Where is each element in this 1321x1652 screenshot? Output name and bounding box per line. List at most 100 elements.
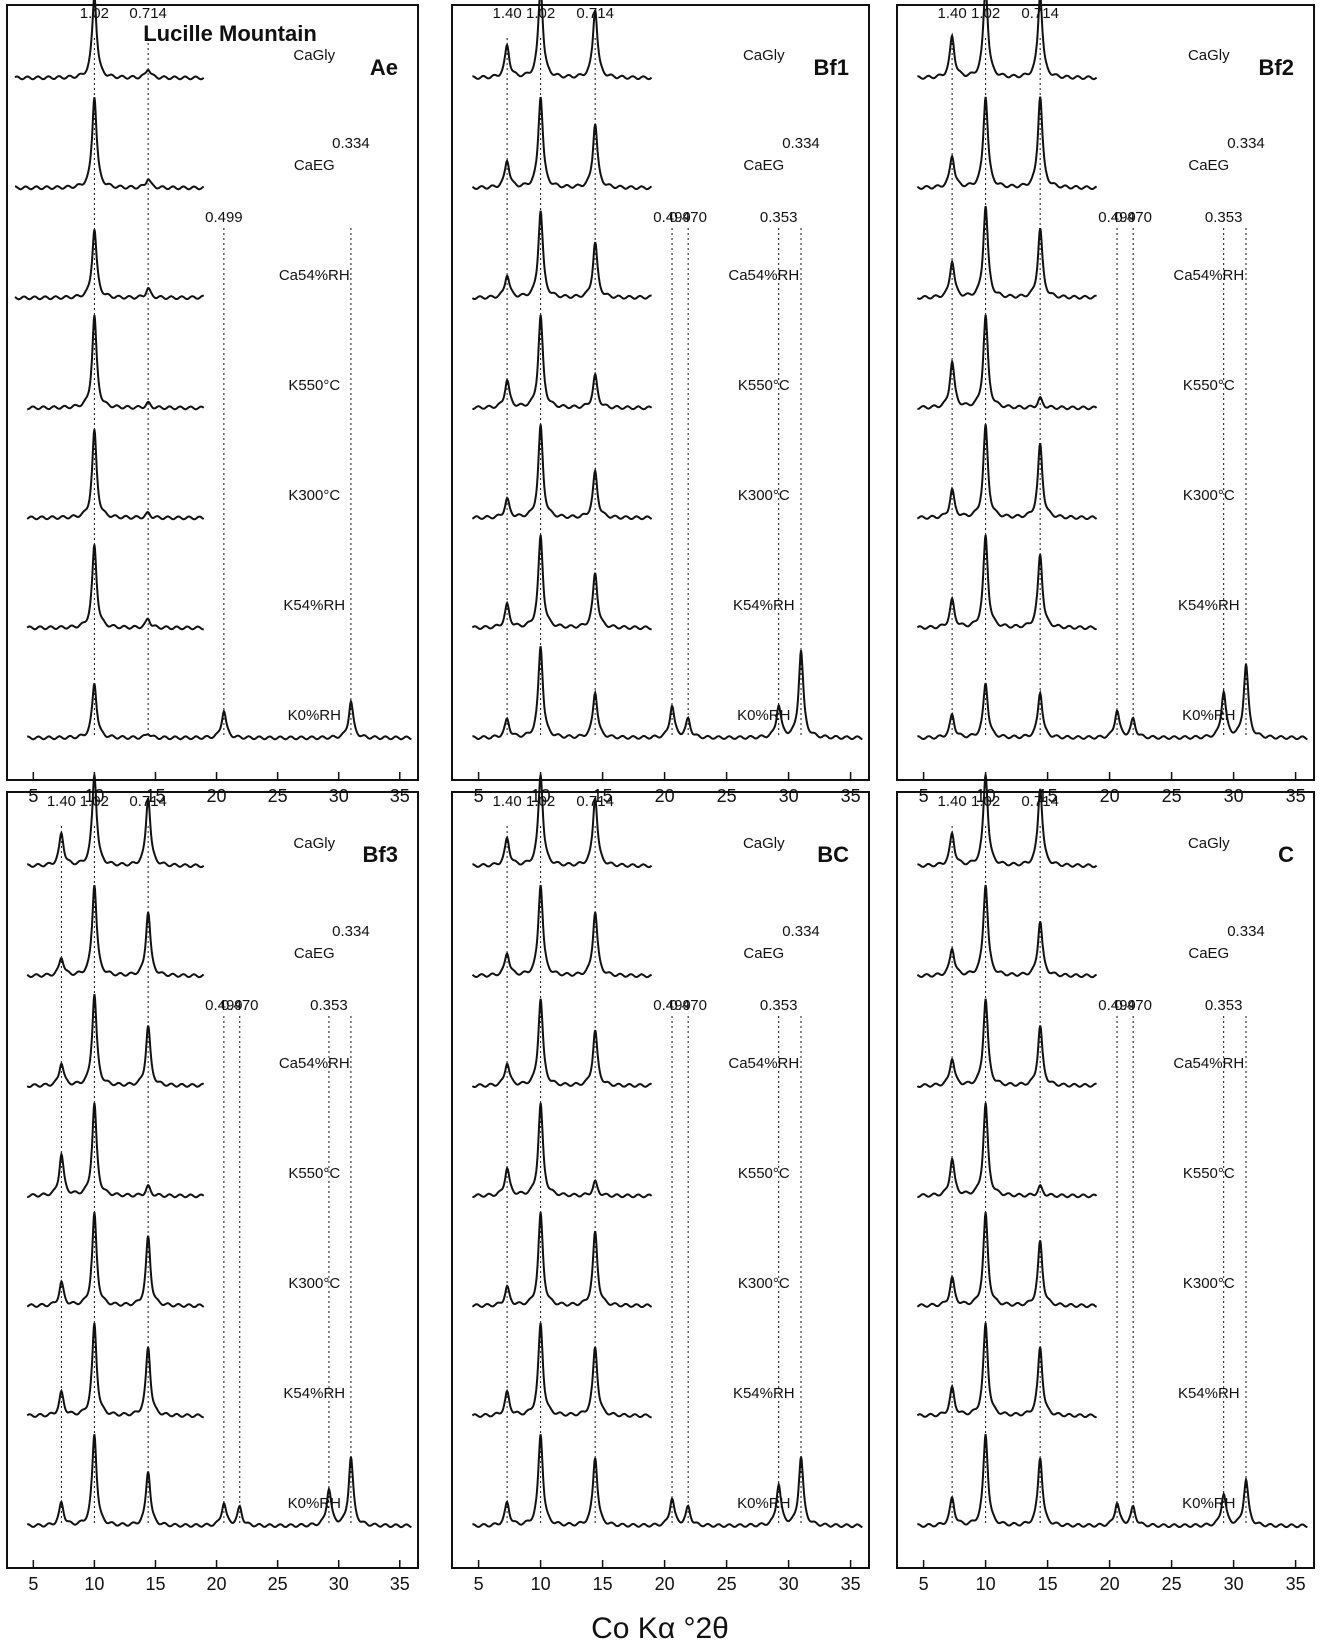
series-line bbox=[26, 884, 205, 979]
series-line bbox=[471, 884, 653, 979]
peak-label: 0.334 bbox=[782, 923, 820, 940]
x-tick-label: 5 bbox=[919, 1574, 929, 1594]
peak-label: 0.334 bbox=[1227, 135, 1265, 152]
panel-frame bbox=[451, 791, 870, 1569]
treatment-label: K0%RH bbox=[1182, 1495, 1235, 1512]
treatment-label: K0%RH bbox=[288, 1495, 341, 1512]
peak-label: 1.40 bbox=[47, 793, 76, 810]
peak-label: 0.470 bbox=[1114, 997, 1152, 1014]
series-line bbox=[472, 0, 653, 81]
series-line bbox=[917, 1434, 1308, 1529]
series-line bbox=[472, 314, 653, 411]
treatment-label: K550°C bbox=[1183, 1165, 1235, 1182]
series-line bbox=[917, 0, 1098, 81]
treatment-label: K300°C bbox=[1183, 1275, 1235, 1292]
x-tick-label: 25 bbox=[717, 1574, 737, 1594]
series-line bbox=[916, 1212, 1098, 1309]
series-line bbox=[27, 1102, 205, 1199]
series-line bbox=[26, 429, 205, 521]
peak-label: 0.499 bbox=[653, 209, 691, 226]
x-tick-label: 35 bbox=[390, 1574, 410, 1594]
series-line bbox=[916, 424, 1098, 520]
x-tick-label: 30 bbox=[329, 1574, 349, 1594]
treatment-label: CaGly bbox=[1188, 835, 1230, 852]
peak-label: 0.714 bbox=[129, 5, 167, 22]
series-line bbox=[916, 205, 1097, 300]
peak-label: 0.499 bbox=[205, 997, 243, 1014]
treatment-label: K54%RH bbox=[1178, 1385, 1240, 1402]
series-line bbox=[26, 994, 205, 1088]
treatment-label: K0%RH bbox=[288, 707, 341, 724]
peak-label: 1.02 bbox=[526, 5, 555, 22]
series-line bbox=[917, 1102, 1098, 1199]
peak-label: 0.353 bbox=[1205, 209, 1243, 226]
treatment-label: K300°C bbox=[288, 1275, 340, 1292]
treatment-label: Ca54%RH bbox=[279, 267, 350, 284]
panel-bf3: Bf3 5 10 15 20 25 30 35 CaGly CaEG Ca54%RH K550°C K3… bbox=[6, 774, 419, 1594]
series-line bbox=[472, 774, 653, 869]
panel-name: Bf1 bbox=[814, 55, 849, 80]
peak-label: 1.02 bbox=[80, 793, 109, 810]
series-line bbox=[15, 97, 205, 191]
x-tick-label: 25 bbox=[1162, 1574, 1182, 1594]
series-line bbox=[472, 1102, 653, 1199]
x-tick-label: 20 bbox=[1100, 1574, 1120, 1594]
x-tick-label: 35 bbox=[1286, 786, 1306, 806]
treatment-label: K0%RH bbox=[1182, 707, 1235, 724]
x-tick-label: 30 bbox=[1224, 786, 1244, 806]
series-line bbox=[917, 314, 1098, 411]
panel-bc: BC 5 10 15 20 25 30 35 CaGly CaEG Ca54%RH K550°C K30… bbox=[451, 774, 870, 1594]
series-line bbox=[916, 96, 1098, 190]
peak-label: 0.334 bbox=[782, 135, 820, 152]
treatment-label: K54%RH bbox=[733, 1385, 795, 1402]
treatment-label: Ca54%RH bbox=[1173, 1055, 1244, 1072]
treatment-label: CaGly bbox=[293, 835, 335, 852]
peak-label: 1.02 bbox=[971, 793, 1000, 810]
treatment-label: K300°C bbox=[1183, 487, 1235, 504]
series-line bbox=[916, 998, 1097, 1088]
series-line bbox=[916, 884, 1098, 979]
series-line bbox=[916, 1322, 1097, 1419]
series-line bbox=[916, 534, 1097, 631]
series-line bbox=[471, 424, 653, 521]
treatment-label: CaGly bbox=[1188, 47, 1230, 64]
peak-label: 0.499 bbox=[1098, 209, 1136, 226]
peak-label: 0.353 bbox=[1205, 997, 1243, 1014]
treatment-label: Ca54%RH bbox=[1173, 267, 1244, 284]
treatment-label: K0%RH bbox=[737, 1495, 790, 1512]
x-tick-label: 20 bbox=[207, 786, 227, 806]
x-tick-label: 25 bbox=[1162, 786, 1182, 806]
peak-label: 0.353 bbox=[310, 997, 348, 1014]
treatment-label: K54%RH bbox=[733, 597, 795, 614]
x-tick-label: 20 bbox=[207, 1574, 227, 1594]
peak-label: 0.470 bbox=[1114, 209, 1152, 226]
x-tick-label: 30 bbox=[329, 786, 349, 806]
x-axis-label: Co Kα °2θ bbox=[591, 1612, 729, 1645]
peak-label: 1.40 bbox=[938, 793, 967, 810]
peak-label: 0.714 bbox=[1021, 5, 1059, 22]
chart-title: Lucille Mountain bbox=[143, 21, 317, 46]
panel-frame bbox=[6, 4, 419, 781]
panel-frame bbox=[451, 4, 870, 781]
peak-label: 1.02 bbox=[80, 5, 109, 22]
peak-label: 1.40 bbox=[938, 5, 967, 22]
panel-name: BC bbox=[817, 842, 849, 867]
x-tick-label: 5 bbox=[474, 786, 484, 806]
treatment-label: K54%RH bbox=[283, 1385, 345, 1402]
panel-frame bbox=[896, 791, 1315, 1569]
x-tick-label: 35 bbox=[841, 786, 861, 806]
panel-name: Bf2 bbox=[1259, 55, 1294, 80]
x-tick-label: 5 bbox=[919, 786, 929, 806]
treatment-label: CaEG bbox=[1188, 157, 1229, 174]
treatment-label: K550°C bbox=[738, 377, 790, 394]
peak-label: 0.714 bbox=[1021, 793, 1059, 810]
x-tick-label: 30 bbox=[1224, 1574, 1244, 1594]
treatment-label: Ca54%RH bbox=[728, 1055, 799, 1072]
series-line bbox=[27, 683, 412, 741]
x-tick-label: 35 bbox=[1286, 1574, 1306, 1594]
panel-c: C 5 10 15 20 25 30 35 CaGly CaEG Ca54%RH K550°C K300… bbox=[896, 774, 1315, 1594]
